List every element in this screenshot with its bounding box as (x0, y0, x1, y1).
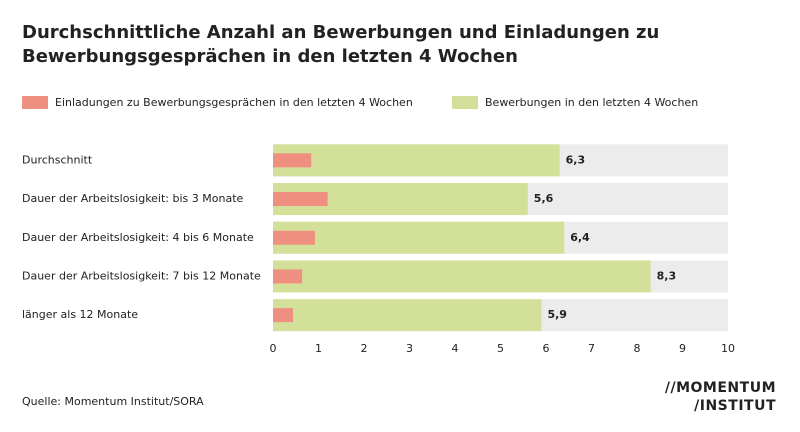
bar (273, 230, 315, 245)
x-tick-label: 1 (315, 342, 322, 355)
legend-label: Einladungen zu Bewerbungsgesprächen in d… (55, 96, 413, 109)
y-tick-label: Dauer der Arbeitslosigkeit: bis 3 Monate (22, 192, 244, 205)
x-tick-label: 10 (721, 342, 735, 355)
data-label: 5,9 (547, 308, 567, 321)
logo: /INSTITUT (694, 398, 776, 414)
chart-title: Bewerbungsgesprächen in den letzten 4 Wo… (22, 46, 518, 67)
x-tick-label: 4 (452, 342, 459, 355)
legend-swatch (22, 96, 48, 109)
data-label: 6,4 (570, 231, 590, 244)
y-tick-label: Dauer der Arbeitslosigkeit: 4 bis 6 Mona… (22, 231, 254, 244)
source: Quelle: Momentum Institut/SORA (22, 395, 204, 408)
bar (273, 260, 651, 293)
data-label: 8,3 (657, 269, 677, 282)
x-tick-label: 7 (588, 342, 595, 355)
y-tick-label: länger als 12 Monate (22, 308, 138, 321)
y-tick-label: Dauer der Arbeitslosigkeit: 7 bis 12 Mon… (22, 269, 261, 282)
bar (273, 221, 565, 254)
bar (273, 269, 303, 284)
x-tick-label: 5 (497, 342, 504, 355)
bar (273, 308, 294, 323)
x-tick-label: 6 (543, 342, 550, 355)
chart-title: Durchschnittliche Anzahl an Bewerbungen … (22, 22, 659, 43)
data-label: 5,6 (534, 192, 554, 205)
y-tick-label: Durchschnitt (22, 153, 93, 166)
legend-label: Bewerbungen in den letzten 4 Wochen (485, 96, 698, 109)
x-tick-label: 8 (634, 342, 641, 355)
legend-swatch (452, 96, 478, 109)
x-tick-label: 3 (406, 342, 413, 355)
bar (273, 192, 328, 207)
bar (273, 153, 312, 168)
x-tick-label: 2 (361, 342, 368, 355)
bar (273, 299, 542, 332)
data-label: 6,3 (566, 153, 586, 166)
x-tick-label: 0 (270, 342, 277, 355)
logo: //MOMENTUM (665, 380, 776, 396)
bar (273, 144, 560, 177)
x-tick-label: 9 (679, 342, 686, 355)
